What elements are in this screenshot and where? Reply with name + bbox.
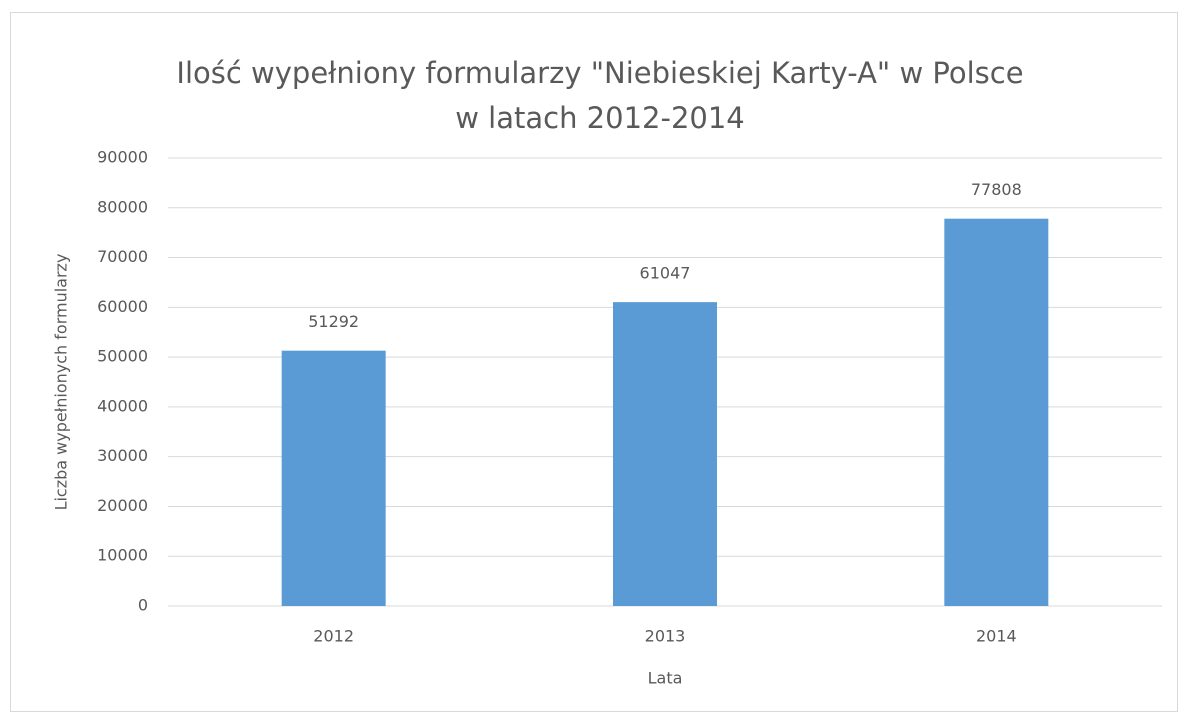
y-tick-label: 30000 [97,446,148,465]
data-label: 77808 [971,180,1022,199]
y-tick-label: 40000 [97,396,148,415]
x-tick-label: 2012 [313,627,354,646]
y-tick-label: 70000 [97,247,148,266]
y-tick-label: 10000 [97,546,148,565]
bar [613,302,717,606]
bar [281,350,386,606]
x-tick-label: 2013 [645,627,686,646]
data-label: 51292 [308,312,359,331]
data-label: 61047 [640,264,691,283]
y-tick-label: 80000 [97,197,148,216]
y-tick-label: 60000 [97,297,148,316]
chart-title: w latach 2012-2014 [455,101,745,135]
y-tick-label: 50000 [97,347,148,366]
x-axis-label: Lata [648,669,683,688]
y-tick-label: 0 [138,596,148,615]
x-tick-label: 2014 [976,627,1017,646]
y-tick-label: 90000 [97,148,148,167]
bar [944,218,1049,606]
y-axis-label: Liczba wypełnionych formularzy [52,254,71,511]
y-tick-label: 20000 [97,496,148,515]
chart-title: Ilość wypełniony formularzy "Niebieskiej… [176,56,1023,90]
